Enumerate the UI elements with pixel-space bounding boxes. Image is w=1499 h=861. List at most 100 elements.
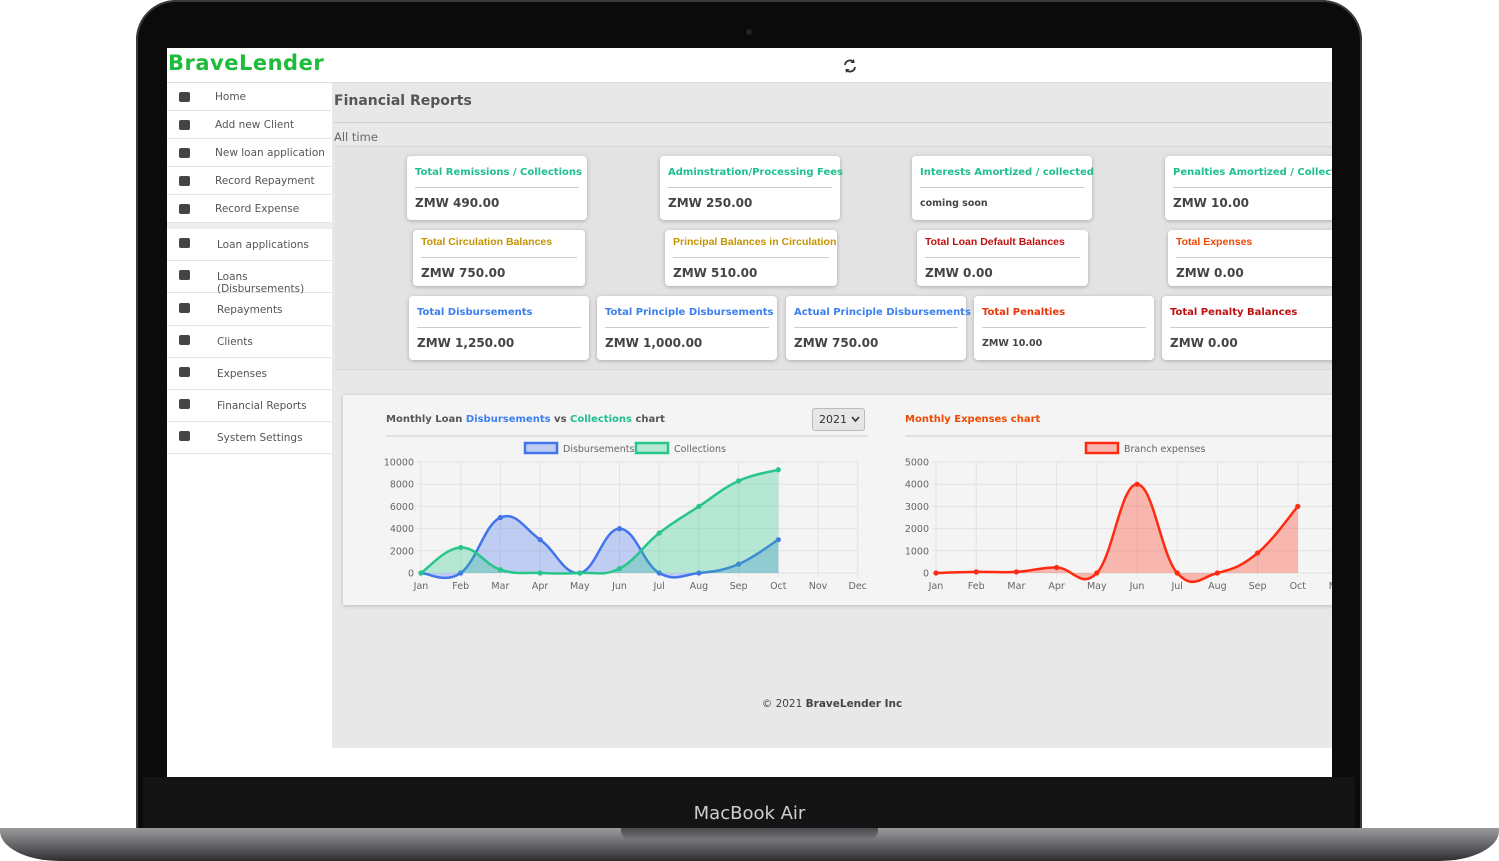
card-value: ZMW 10.00	[982, 338, 1043, 349]
card-title: Total Expenses	[1176, 236, 1253, 248]
nav-item[interactable]: Record Repayment	[167, 167, 331, 195]
point	[736, 561, 742, 567]
nav-label: Financial Reports	[217, 400, 307, 412]
point	[696, 570, 702, 576]
x-tick-label: Feb	[452, 581, 469, 592]
nav-item[interactable]: Expenses	[167, 358, 331, 390]
card-title: Total Circulation Balances	[421, 236, 553, 248]
y-tick-label: 2000	[905, 524, 929, 535]
card-value: ZMW 0.00	[1176, 266, 1244, 280]
stat-card: Total Expenses ZMW 0.00	[1168, 230, 1332, 286]
nav-label: Record Expense	[215, 203, 300, 215]
x-tick-label: May	[1087, 581, 1107, 592]
legend-swatch	[634, 441, 670, 455]
card-rule	[1173, 187, 1332, 188]
y-tick-label: 5000	[905, 458, 929, 469]
card-value: ZMW 1,250.00	[417, 336, 515, 350]
x-tick-label: Jan	[928, 581, 944, 592]
point	[775, 467, 781, 473]
title-part: chart	[635, 414, 665, 425]
title-part: vs	[554, 414, 567, 425]
stat-card: Total Principle Disbursements ZMW 1,000.0…	[597, 296, 777, 360]
y-tick-label: 0	[408, 569, 414, 580]
x-tick-label: Apr	[532, 581, 549, 592]
nav-item[interactable]: Home	[167, 83, 331, 111]
nav-item[interactable]: System Settings	[167, 422, 331, 454]
card-value: ZMW 750.00	[421, 266, 506, 280]
nav-label: Expenses	[217, 368, 268, 380]
x-tick-label: Jul	[1170, 581, 1182, 592]
x-tick-label: Mar	[491, 581, 509, 592]
nav-item[interactable]: Loans (Disbursements)	[167, 261, 331, 295]
point	[1255, 550, 1261, 556]
x-tick-label: Dec	[849, 581, 867, 592]
point	[973, 569, 979, 575]
y-tick-label: 2000	[390, 546, 414, 557]
base-notch	[621, 828, 878, 840]
card-title: Interests Amortized / collected	[920, 167, 1094, 178]
stat-card: Interests Amortized / collected coming so…	[912, 156, 1094, 220]
card-value: ZMW 0.00	[925, 266, 993, 280]
y-tick-label: 8000	[390, 480, 414, 491]
chevron	[851, 416, 860, 423]
nav-item[interactable]: New loan application	[167, 139, 331, 167]
x-tick-label: Apr	[1048, 581, 1065, 592]
point	[1134, 481, 1140, 487]
sidebar	[167, 83, 333, 748]
card-rule	[920, 187, 1084, 188]
card-value: coming soon	[920, 198, 988, 209]
nav-label: Loans (Disbursements)	[217, 271, 305, 295]
nav-item[interactable]: Loan applications	[167, 229, 331, 261]
y-tick-label: 4000	[390, 524, 414, 535]
card-title: Actual Principle Disbursements	[794, 307, 971, 318]
nav-icon	[179, 270, 190, 280]
point	[497, 514, 503, 521]
nav-icon	[179, 148, 190, 158]
point	[1094, 570, 1100, 576]
point	[537, 570, 543, 576]
legend-swatch	[1084, 441, 1120, 455]
card-title: Total Penalty Balances	[1170, 307, 1298, 318]
x-tick-label: Jan	[413, 581, 429, 592]
nav-label: Record Repayment	[215, 175, 315, 187]
nav-item[interactable]: Record Expense	[167, 195, 331, 223]
line	[935, 482, 1299, 584]
card-rule	[415, 187, 579, 188]
card-title: Total Remissions / Collections	[415, 167, 582, 178]
y-tick-label: 6000	[390, 502, 414, 513]
bezel	[143, 777, 1355, 828]
nav-icon	[179, 120, 190, 130]
card-title: Total Penalties	[982, 307, 1066, 318]
x-tick-label: Feb	[968, 581, 985, 592]
stat-card: Adminstration/Processing Fees ZMW 250.00	[660, 156, 843, 220]
stat-card: Actual Principle Disbursements ZMW 750.00	[786, 296, 971, 360]
card-title: Adminstration/Processing Fees	[668, 167, 843, 178]
sidebar-divider	[167, 223, 332, 229]
area	[421, 516, 779, 578]
point	[1054, 564, 1060, 571]
stat-card: Total Penalties ZMW 10.00	[974, 296, 1154, 360]
year-select[interactable]: 2021	[812, 408, 865, 431]
point	[537, 537, 543, 543]
page-title: Financial Reports	[334, 93, 472, 109]
point	[656, 530, 662, 536]
nav-label: Home	[215, 91, 247, 103]
nav-icon	[179, 399, 190, 409]
legend-label: Branch expenses	[1124, 444, 1206, 455]
brand[interactable]: BraveLender	[168, 51, 325, 75]
nav-item[interactable]: Add new Client	[167, 111, 331, 139]
nav-label: System Settings	[217, 432, 303, 444]
y-tick-label: 1000	[905, 546, 929, 557]
nav-item[interactable]: Clients	[167, 326, 331, 358]
line	[420, 468, 779, 575]
point	[497, 567, 503, 573]
nav-icon	[179, 92, 190, 102]
nav-item[interactable]: Repayments	[167, 294, 331, 326]
refresh-icon[interactable]	[842, 58, 858, 74]
point	[577, 570, 583, 576]
point	[1174, 570, 1180, 576]
company: BraveLender Inc	[805, 698, 903, 710]
nav-item[interactable]: Financial Reports	[167, 390, 331, 422]
nav-icon	[179, 176, 190, 186]
